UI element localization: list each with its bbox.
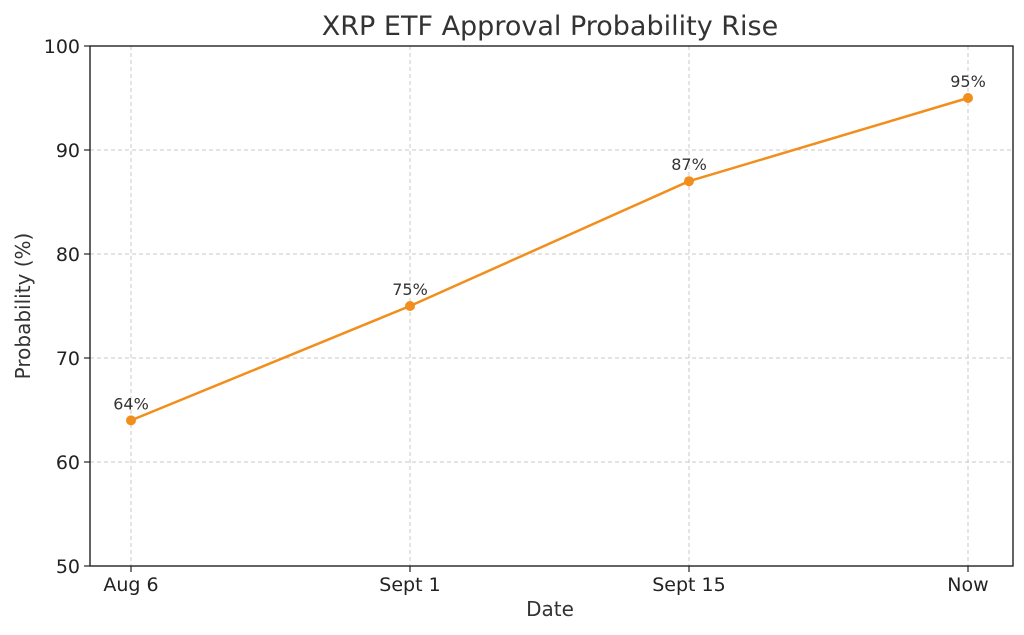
grid bbox=[90, 46, 1013, 566]
y-tick-label: 60 bbox=[56, 452, 80, 474]
x-tick-label: Aug 6 bbox=[103, 574, 158, 596]
data-point bbox=[126, 415, 136, 426]
data-label: 75% bbox=[392, 280, 428, 299]
data-point bbox=[963, 93, 973, 103]
series-line bbox=[130, 96, 969, 422]
y-tick-label: 80 bbox=[56, 244, 80, 266]
data-point bbox=[405, 301, 415, 311]
data-label: 64% bbox=[113, 394, 149, 413]
x-tick-label: Sept 15 bbox=[652, 574, 725, 596]
x-axis-label: Date bbox=[526, 597, 574, 621]
y-tick-label: 50 bbox=[56, 556, 80, 578]
data-point bbox=[684, 176, 694, 187]
series-probability: 64% 75% 87% 95% bbox=[113, 72, 986, 426]
x-axis: Aug 6 Sept 1 Sept 15 Now bbox=[103, 566, 989, 596]
x-tick-label: Sept 1 bbox=[379, 574, 440, 596]
y-axis: 50 60 70 80 90 100 bbox=[44, 36, 90, 578]
y-tick-label: 90 bbox=[56, 140, 80, 162]
data-label: 87% bbox=[671, 155, 707, 174]
y-tick-label: 70 bbox=[56, 348, 80, 370]
x-tick-label: Now bbox=[947, 574, 988, 596]
chart-title: XRP ETF Approval Probability Rise bbox=[322, 11, 778, 42]
plot-frame bbox=[89, 45, 1014, 567]
y-tick-label: 100 bbox=[44, 36, 80, 58]
y-axis-label: Probability (%) bbox=[11, 233, 35, 380]
data-label: 95% bbox=[950, 72, 986, 91]
